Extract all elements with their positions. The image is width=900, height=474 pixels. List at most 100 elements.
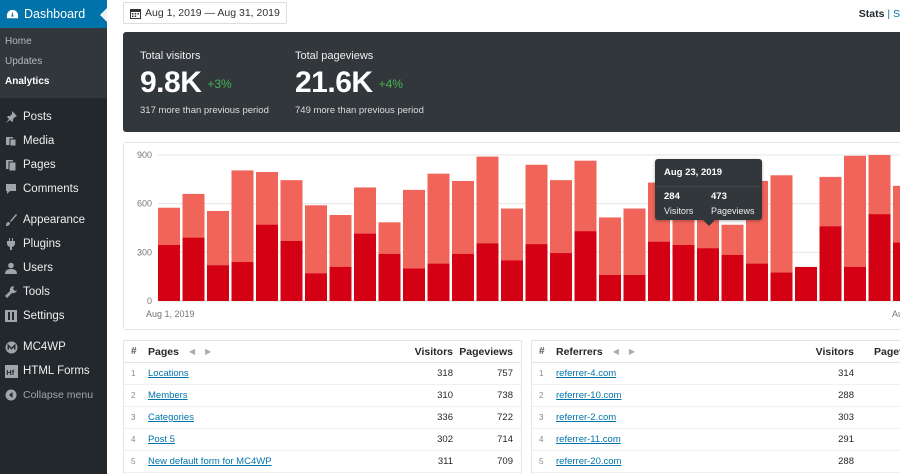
visitors-bar: [574, 231, 597, 301]
table-row: 3 Categories 336 722: [124, 407, 521, 429]
row-rank: 4: [131, 435, 136, 444]
col-pageviews[interactable]: Pageviews: [459, 345, 513, 358]
visitors-bar: [476, 243, 499, 301]
visitors-bar: [329, 266, 352, 301]
sidebar-item-label: Posts: [23, 111, 52, 123]
visitors-bar: [746, 263, 768, 301]
visitors-bar: [525, 244, 548, 301]
table-row: 1 referrer-4.com 314: [532, 363, 900, 385]
prev-page-icon[interactable]: ◀: [188, 347, 196, 356]
page-link[interactable]: Post 5: [148, 434, 175, 445]
sidebar-item-users[interactable]: Users: [0, 256, 107, 280]
sidebar-item-posts[interactable]: Posts: [0, 105, 107, 129]
col-pageviews[interactable]: Pagev: [874, 345, 900, 358]
prev-page-icon[interactable]: ◀: [612, 347, 619, 356]
dashboard-icon: [5, 7, 19, 21]
sidebar-item-label: Users: [23, 262, 54, 274]
sidebar-item-label: Settings: [23, 310, 65, 322]
visitors-bar: [672, 245, 695, 301]
sidebar-item-pages[interactable]: Pages: [0, 153, 107, 177]
date-range-text: Aug 1, 2019 — Aug 31, 2019: [145, 7, 280, 19]
page-link[interactable]: New default form for MC4WP: [148, 456, 272, 467]
row-visitors: 314: [838, 368, 854, 379]
page-link[interactable]: Locations: [148, 368, 189, 379]
visitors-bar: [280, 240, 303, 301]
table-row: 5 New default form for MC4WP 311 709: [124, 451, 521, 473]
visitors-bar: [354, 233, 376, 301]
visitors-bar: [378, 253, 401, 301]
sidebar-item-appearance[interactable]: Appearance: [0, 208, 107, 232]
html-forms-icon: Hf: [4, 364, 18, 378]
referrer-link[interactable]: referrer-4.com: [556, 368, 617, 379]
submenu-updates[interactable]: Updates: [5, 56, 43, 67]
tooltip-date: Aug 23, 2019: [655, 159, 762, 187]
sidebar-item-html-forms[interactable]: Hf HTML Forms: [0, 359, 107, 383]
totals-panel: Total visitors 9.8K +3% 317 more than pre…: [123, 32, 900, 132]
visitors-bar: [403, 268, 425, 301]
settings-tab-partial[interactable]: | S: [887, 8, 900, 20]
sidebar-item-label: HTML Forms: [23, 365, 90, 377]
sidebar-item-settings[interactable]: Settings: [0, 304, 107, 328]
col-num: #: [131, 346, 137, 357]
visitors-bar: [599, 275, 621, 301]
visitors-bar: [819, 226, 842, 301]
sidebar-item-media[interactable]: Media: [0, 129, 107, 153]
row-pageviews: 714: [497, 434, 513, 445]
row-visitors: 303: [838, 412, 854, 423]
row-visitors: 288: [838, 390, 854, 401]
sidebar-item-comments[interactable]: Comments: [0, 177, 107, 201]
row-rank: 2: [539, 391, 544, 400]
sidebar-item-plugins[interactable]: Plugins: [0, 232, 107, 256]
sidebar-item-dashboard[interactable]: Dashboard: [0, 0, 107, 28]
total-pageviews-value: 21.6K: [295, 66, 373, 99]
visitors-bar: [844, 266, 866, 301]
visitors-bar: [770, 272, 793, 301]
visitors-bar: [697, 248, 719, 301]
page-link[interactable]: Categories: [148, 412, 194, 423]
admin-sidebar: Dashboard Home Updates Analytics Posts M…: [0, 0, 107, 474]
total-visitors-label: Total visitors: [140, 50, 201, 62]
date-range-picker[interactable]: Aug 1, 2019 — Aug 31, 2019: [123, 2, 287, 24]
page-link[interactable]: Members: [148, 390, 188, 401]
submenu-home[interactable]: Home: [5, 36, 32, 47]
sidebar-item-tools[interactable]: Tools: [0, 280, 107, 304]
row-pageviews: 757: [497, 368, 513, 379]
col-visitors[interactable]: Visitors: [414, 345, 453, 358]
referrer-link[interactable]: referrer-11.com: [556, 434, 621, 445]
visitors-bar: [550, 253, 572, 301]
row-visitors: 318: [437, 368, 453, 379]
tooltip-visitors-value: 284: [664, 191, 680, 202]
pageviews-bar: [844, 155, 866, 301]
pages-icon: [4, 158, 18, 172]
visitors-bar: [868, 214, 891, 301]
table-row: 3 referrer-2.com 303: [532, 407, 900, 429]
row-rank: 3: [539, 413, 544, 422]
stats-tab[interactable]: Stats: [858, 8, 885, 20]
total-visitors-sub: 317 more than previous period: [140, 105, 269, 116]
comment-icon: [4, 182, 18, 196]
referrer-link[interactable]: referrer-10.com: [556, 390, 622, 401]
referrer-link[interactable]: referrer-20.com: [556, 456, 622, 467]
col-visitors[interactable]: Visitors: [815, 345, 854, 358]
total-pageviews-sub: 749 more than previous period: [295, 105, 424, 116]
visitors-bar: [158, 245, 180, 301]
table-row: 2 referrer-10.com 288: [532, 385, 900, 407]
sidebar-item-mc4wp[interactable]: MC4WP: [0, 335, 107, 359]
brush-icon: [4, 213, 18, 227]
submenu-analytics[interactable]: Analytics: [5, 76, 50, 87]
next-page-icon[interactable]: ▶: [628, 347, 636, 356]
row-pageviews: 738: [497, 390, 513, 401]
row-visitors: 291: [838, 434, 854, 445]
next-page-icon[interactable]: ▶: [205, 347, 212, 356]
mc4wp-icon: [4, 340, 18, 354]
row-visitors: 311: [437, 456, 453, 467]
visitors-bar: [648, 241, 670, 301]
y-tick-label: 0: [147, 296, 152, 306]
collapse-menu-button[interactable]: Collapse menu: [0, 383, 107, 407]
referrer-link[interactable]: referrer-2.com: [556, 412, 617, 423]
table-row: 1 Locations 318 757: [124, 363, 521, 385]
referrers-table: # Referrers ◀ ▶ Visitors Pagev 1 referre…: [531, 340, 900, 474]
row-rank: 4: [539, 435, 544, 444]
collapse-icon: [4, 388, 18, 402]
pin-icon: [4, 110, 18, 124]
